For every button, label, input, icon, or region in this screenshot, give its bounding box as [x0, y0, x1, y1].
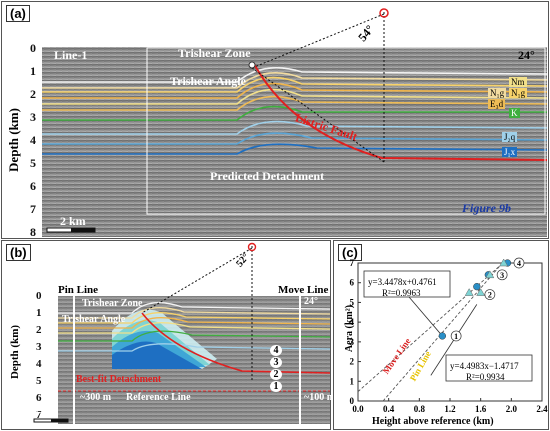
x-tick-label: 0.0 [352, 404, 364, 414]
dip-angle-a: 24° [518, 48, 535, 62]
panel-a-label: (a) [6, 5, 30, 22]
y-tick-label: 6 [350, 278, 355, 288]
dip-angle-b: 24° [304, 296, 318, 307]
point-number: 2 [488, 291, 492, 300]
y-tick-label: 2 [350, 357, 355, 367]
ytick-b: 7 [36, 409, 42, 421]
eq-pin: y=4.4983x−1.4717 [450, 361, 519, 371]
panel-b-ylabel: Depth (km) [9, 324, 22, 380]
layer-number: 1 [270, 381, 282, 392]
panel-a: (a) Depth (km) 0 1 2 3 4 5 6 7 8 Line-1 … [1, 1, 549, 239]
ytick-a: 5 [30, 156, 36, 170]
horizon-tag: N₁g [488, 88, 507, 98]
ytick-a: 1 [30, 64, 36, 78]
area-height-chart: 0.0 0.4 0.8 1.2 1.6 2.0 2.4 0 1 2 3 4 5 6 7 1 2 3 4 [350, 257, 548, 414]
trishear-angle-a: Trishear Angle [170, 74, 246, 88]
ytick-b: 1 [36, 307, 42, 319]
y-tick-label: 0 [350, 396, 355, 406]
x-tick-label: 1.2 [444, 404, 456, 414]
panel-b-label: (b) [6, 244, 31, 261]
point-number-badge [513, 257, 525, 269]
trishear-zone-b: Trishear Zone [82, 298, 143, 309]
layer-number: 4 [270, 345, 282, 356]
horizon-tag: J₂q [502, 132, 518, 142]
ytick-a: 8 [30, 225, 36, 239]
x-tick-label: 2.4 [536, 404, 548, 414]
point-number: 4 [517, 259, 521, 268]
ytick-b: 6 [36, 392, 42, 404]
trishear-zone-a: Trishear Zone [178, 46, 251, 60]
y-tick-label: 3 [350, 337, 355, 347]
layer-number: 2 [270, 369, 282, 380]
line-name: Line-1 [54, 48, 88, 62]
point-pin [485, 270, 495, 279]
move-line-label: Move Line [278, 284, 329, 296]
ytick-a: 4 [30, 133, 36, 147]
eq-box-move [363, 270, 451, 298]
layer-number: 3 [270, 357, 282, 368]
point-number-badge [484, 289, 496, 300]
point-move [473, 283, 481, 291]
eq-move: y=3.4478x+0.4761 [368, 277, 437, 287]
ytick-a: 3 [30, 110, 36, 124]
panel-c-label: (c) [338, 244, 362, 261]
x-tick-label: 0.4 [383, 404, 395, 414]
y-tick-label: 4 [350, 317, 355, 327]
seismic-section-b [33, 242, 331, 424]
point-number: 3 [500, 271, 504, 280]
point-move [438, 332, 446, 340]
reference-line-label: Reference Line [126, 392, 191, 403]
horizon-tag: J₁x [502, 147, 518, 157]
horizon-tag: K [509, 108, 520, 118]
x-tick-label: 2.0 [506, 404, 518, 414]
best-fit-detachment-label: Best-fit Detachment [76, 374, 162, 385]
ytick-b: 5 [36, 375, 42, 387]
trishear-angle-b: Trishear Angle [62, 314, 126, 325]
figure-ref: Figure 9b [462, 201, 512, 215]
point-number: 1 [454, 332, 458, 341]
scale-bar-b: 2 km [36, 405, 58, 416]
ytick-a: 7 [30, 202, 36, 216]
panel-b: (b) Depth (km) 0 1 2 3 4 5 6 7 Pin Line … [1, 240, 335, 430]
y-tick-label: 5 [350, 297, 355, 307]
x-tick-label: 0.8 [414, 404, 426, 414]
horizon-tag: N₁g [509, 88, 528, 98]
predicted-detachment-label: Predicted Detachment [210, 169, 325, 183]
y-tick-label: 7 [350, 258, 355, 268]
point-pin [464, 288, 474, 296]
seismic-section-a [42, 8, 548, 237]
r2-move: R²=0.9963 [382, 288, 421, 298]
point-pin [476, 288, 486, 296]
scale-bar-a: 2 km [60, 214, 86, 228]
point-pin [499, 258, 509, 267]
right-offset: ~100 m [304, 392, 336, 403]
panel-a-ylabel: Depth (km) [5, 108, 21, 172]
ytick-a: 0 [30, 41, 36, 55]
point-number-badge [450, 330, 462, 342]
ytick-a: 6 [30, 179, 36, 193]
fit-line-pin [382, 262, 503, 402]
ytick-b: 4 [36, 358, 42, 370]
panel-c: (c) 0.0 0.4 0.8 1.2 1.6 2.0 2.4 0 1 2 3 4 5 6 7 1 2 3 4 Ae… [333, 240, 549, 430]
eq-box-pin [445, 354, 533, 382]
y-tick-label: 1 [350, 376, 355, 386]
x-tick-label: 1.6 [475, 404, 487, 414]
ytick-b: 3 [36, 341, 42, 353]
left-offset: ~300 m [80, 392, 112, 403]
chart-ylabel: Aera (km²) [344, 304, 356, 353]
ytick-a: 2 [30, 87, 36, 101]
pin-line-label: Pin Line [58, 284, 99, 296]
ytick-b: 2 [36, 324, 42, 336]
chart-xlabel: Height above reference (km) [372, 416, 494, 427]
horizon-tag: E₃d [488, 99, 506, 109]
r2-pin: R²=0.9934 [466, 372, 505, 382]
point-number-badge [496, 269, 508, 281]
ytick-b: 0 [36, 290, 42, 302]
horizon-tag: Nm [509, 77, 527, 87]
